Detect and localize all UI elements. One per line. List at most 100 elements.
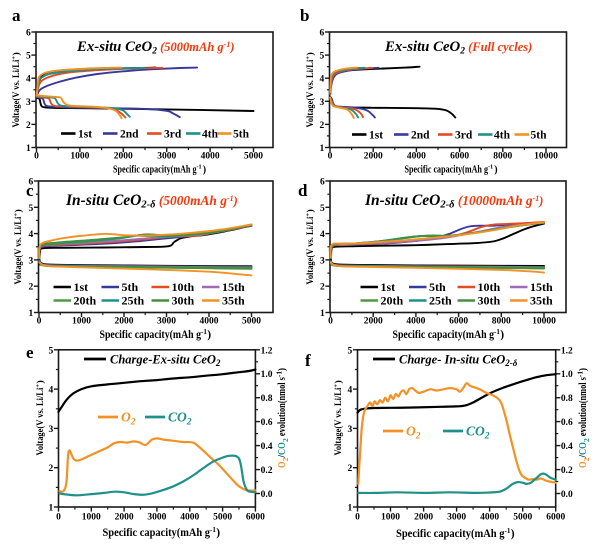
- svg-text:0.0: 0.0: [561, 490, 573, 500]
- svg-text:6: 6: [26, 29, 31, 39]
- svg-text:b: b: [300, 6, 309, 25]
- svg-text:20th: 20th: [74, 294, 97, 308]
- svg-text:e: e: [26, 343, 34, 362]
- svg-text:4: 4: [29, 230, 34, 240]
- svg-text:6000: 6000: [450, 151, 469, 161]
- svg-text:0.8: 0.8: [561, 394, 573, 404]
- svg-text:3000: 3000: [157, 151, 176, 161]
- svg-text:+: +: [333, 384, 340, 388]
- svg-text:2: 2: [283, 457, 290, 462]
- svg-text:+: +: [35, 384, 42, 388]
- svg-text:3: 3: [29, 256, 34, 266]
- svg-text:0: 0: [328, 151, 333, 161]
- svg-text:Specific capacity(mAh g: Specific capacity(mAh g: [393, 329, 495, 341]
- svg-text:a: a: [12, 6, 21, 25]
- svg-text:0.2: 0.2: [261, 466, 273, 476]
- svg-text:1st: 1st: [78, 129, 92, 141]
- svg-text:2: 2: [320, 121, 325, 131]
- svg-text:25th: 25th: [429, 294, 452, 308]
- svg-text:Specific capacity(mAh g: Specific capacity(mAh g: [100, 329, 202, 341]
- svg-text:): ): [277, 368, 288, 371]
- svg-text:2000: 2000: [115, 316, 134, 326]
- svg-text:5th: 5th: [531, 130, 548, 142]
- svg-text:CO2: CO2: [466, 424, 490, 442]
- svg-text:0: 0: [34, 151, 39, 161]
- svg-text:35th: 35th: [222, 294, 245, 308]
- svg-text:Ex-situ CeO2 (5000mAh g-1): Ex-situ CeO2 (5000mAh g-1): [76, 39, 235, 57]
- svg-text:0.2: 0.2: [561, 466, 573, 476]
- svg-text:6000: 6000: [546, 513, 565, 523]
- svg-text:10000: 10000: [532, 316, 556, 326]
- svg-text:4000: 4000: [201, 151, 220, 161]
- svg-text:15th: 15th: [222, 280, 245, 294]
- svg-text:0.8: 0.8: [261, 394, 273, 404]
- svg-text:1.0: 1.0: [261, 370, 273, 380]
- svg-text:d: d: [298, 181, 308, 200]
- svg-text:5th: 5th: [429, 280, 446, 294]
- svg-text:+: +: [305, 56, 312, 60]
- svg-text:1.2: 1.2: [561, 346, 573, 356]
- svg-text:2000: 2000: [364, 316, 383, 326]
- svg-text:Specific capacity(mAh g: Specific capacity(mAh g: [103, 527, 211, 539]
- svg-text:3000: 3000: [147, 513, 166, 523]
- svg-text:): ): [207, 329, 211, 341]
- svg-text:0: 0: [56, 513, 61, 523]
- svg-text:In-situ CeO2-δ (5000mAh g-1): In-situ CeO2-δ (5000mAh g-1): [65, 192, 238, 211]
- svg-text:3000: 3000: [157, 316, 176, 326]
- svg-text:3: 3: [320, 98, 325, 108]
- svg-text:4th: 4th: [494, 130, 511, 142]
- svg-text:10000: 10000: [534, 151, 558, 161]
- svg-text:3: 3: [26, 98, 31, 108]
- svg-text:4: 4: [26, 75, 31, 85]
- svg-text:Charge-Ex-situ CeO2: Charge-Ex-situ CeO2: [110, 353, 221, 369]
- svg-text:4000: 4000: [180, 513, 199, 523]
- svg-text:-1: -1: [494, 328, 500, 336]
- svg-text:CO2: CO2: [168, 410, 192, 428]
- svg-text:2: 2: [49, 464, 54, 474]
- svg-text:1: 1: [320, 309, 325, 319]
- svg-text:): ): [333, 380, 344, 383]
- svg-text:1000: 1000: [82, 513, 101, 523]
- svg-text:1st: 1st: [74, 280, 89, 294]
- svg-text:Charge- In-situ CeO2-δ: Charge- In-situ CeO2-δ: [399, 353, 518, 369]
- svg-text:3000: 3000: [447, 513, 466, 523]
- svg-text:1.2: 1.2: [261, 346, 273, 356]
- svg-text:/: /: [277, 455, 288, 459]
- svg-text:4: 4: [348, 386, 353, 396]
- svg-text:6: 6: [29, 178, 34, 188]
- svg-text:2nd: 2nd: [120, 129, 139, 141]
- svg-text:): ): [578, 368, 589, 371]
- svg-text:2: 2: [26, 121, 31, 131]
- svg-text:4000: 4000: [480, 513, 499, 523]
- svg-text:-1: -1: [201, 328, 207, 336]
- svg-text:5: 5: [26, 52, 31, 62]
- svg-text:Voltage(V vs. Li/Li: Voltage(V vs. Li/Li: [35, 387, 46, 455]
- svg-text:2: 2: [348, 464, 353, 474]
- svg-text:2: 2: [320, 283, 325, 293]
- svg-text:1: 1: [320, 144, 325, 154]
- svg-text:3: 3: [348, 425, 353, 435]
- svg-text:5: 5: [29, 204, 34, 214]
- svg-text:25th: 25th: [122, 294, 145, 308]
- svg-text:2nd: 2nd: [411, 130, 430, 142]
- svg-text:Voltage(V vs. Li/Li: Voltage(V vs. Li/Li: [333, 387, 344, 455]
- svg-text:5: 5: [320, 52, 325, 62]
- svg-text:0.4: 0.4: [261, 442, 273, 452]
- svg-text:0.4: 0.4: [561, 442, 573, 452]
- svg-text:-1: -1: [276, 370, 283, 377]
- svg-text:15th: 15th: [530, 280, 553, 294]
- svg-text:): ): [13, 209, 24, 212]
- svg-text:5: 5: [348, 346, 353, 356]
- svg-text:-1: -1: [505, 527, 511, 535]
- svg-text:+: +: [305, 213, 312, 217]
- svg-text:Voltage(V vs. Li/Li: Voltage(V vs. Li/Li: [13, 216, 24, 284]
- svg-text:c: c: [26, 181, 34, 200]
- svg-text:5th: 5th: [233, 129, 250, 141]
- svg-text:): ): [35, 380, 46, 383]
- svg-text:Specific capacity(mAh g: Specific capacity(mAh g: [113, 165, 197, 176]
- svg-text:4000: 4000: [406, 316, 425, 326]
- svg-text:5th: 5th: [122, 280, 139, 294]
- svg-text:Voltage(V vs. Li/Li: Voltage(V vs. Li/Li: [11, 59, 22, 127]
- svg-text:2: 2: [29, 283, 34, 293]
- svg-text:1000: 1000: [70, 151, 89, 161]
